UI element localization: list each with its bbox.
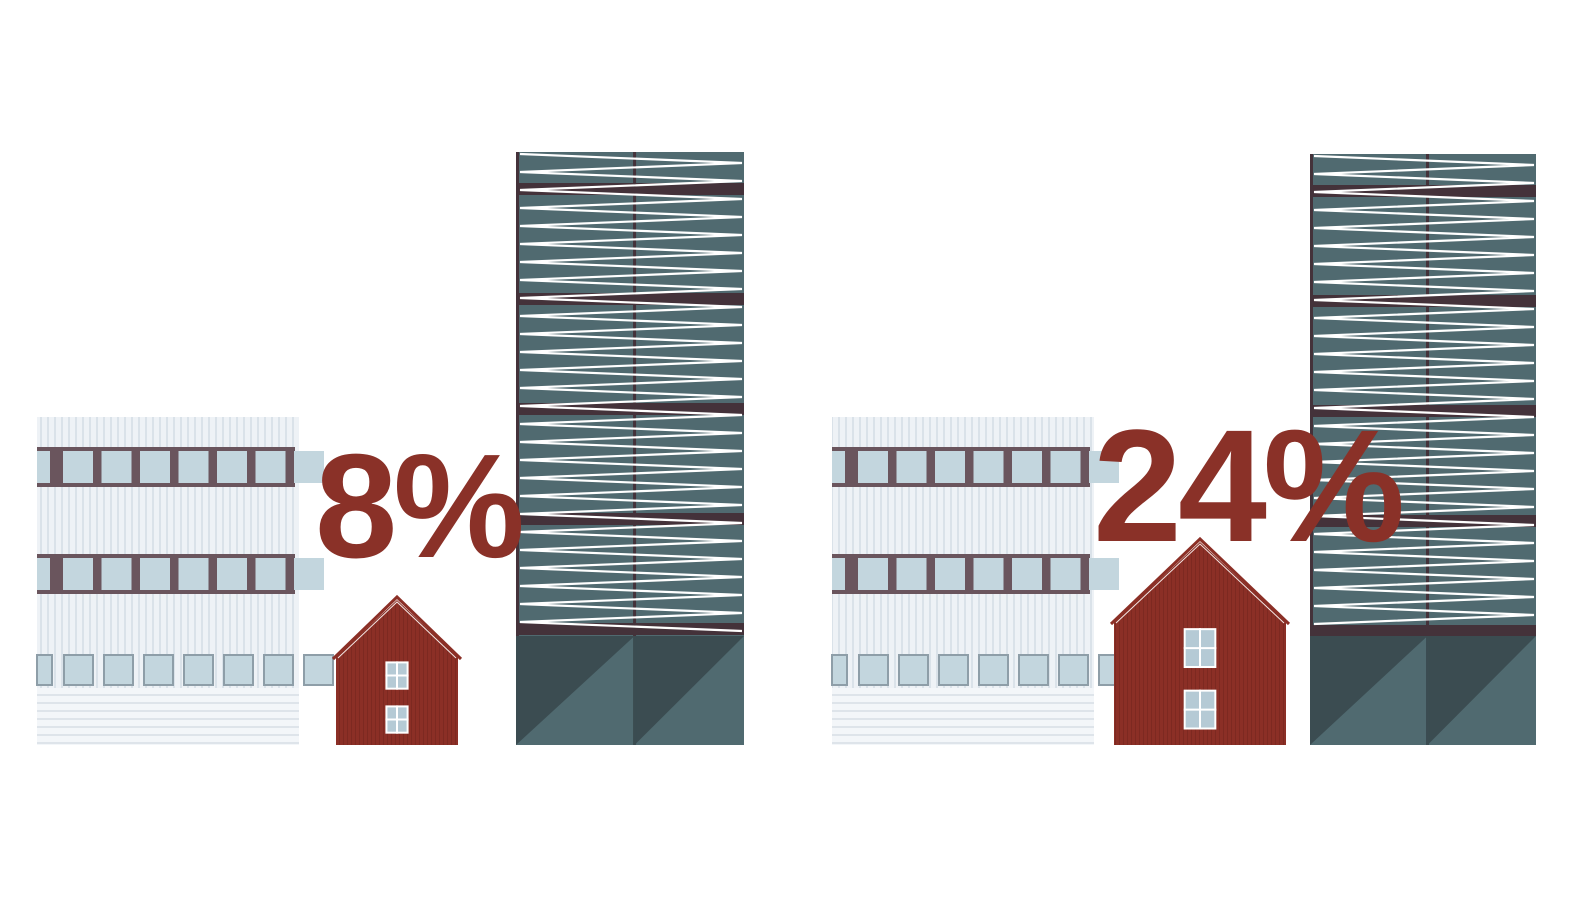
- office-window: [896, 558, 927, 590]
- office-window: [103, 654, 134, 686]
- office-window: [36, 654, 53, 686]
- tower-base-mullion: [1426, 636, 1430, 745]
- tower-floor-band: [1310, 625, 1536, 637]
- office-window: [303, 654, 334, 686]
- house-roof: [331, 594, 463, 661]
- red-house-large: [1109, 536, 1291, 745]
- office-window: [217, 558, 247, 590]
- office-window: [832, 451, 845, 483]
- office-window: [978, 654, 1009, 686]
- tower-base-panel: [1310, 636, 1428, 745]
- office-window: [294, 558, 324, 590]
- tower-edge: [516, 152, 519, 745]
- house-roof: [1109, 536, 1291, 626]
- office-base-siding: [832, 688, 1094, 745]
- office-window: [183, 654, 214, 686]
- tower-base-panel: [516, 636, 635, 745]
- office-window: [37, 451, 50, 483]
- office-window: [1089, 451, 1119, 483]
- office-window: [140, 451, 170, 483]
- office-window: [898, 654, 929, 686]
- tower-bracing: [519, 152, 743, 633]
- office-window: [37, 558, 50, 590]
- office-window: [63, 654, 94, 686]
- office-window: [973, 451, 1004, 483]
- office-window: [63, 558, 93, 590]
- office-building-left: [36, 417, 334, 745]
- office-window: [935, 451, 965, 483]
- office-window: [858, 558, 888, 590]
- tower-base-mullion: [633, 636, 637, 745]
- glass-tower-right: [1310, 154, 1536, 745]
- office-window: [1058, 654, 1089, 686]
- office-window: [858, 654, 889, 686]
- red-house-small: [331, 594, 463, 745]
- office-window: [255, 558, 286, 590]
- tower-base-panel: [1427, 636, 1536, 745]
- office-window: [223, 654, 254, 686]
- glass-tower-left: [516, 152, 744, 745]
- office-window: [973, 558, 1004, 590]
- tower-mullion: [633, 152, 637, 636]
- office-window: [1012, 451, 1042, 483]
- office-building-right: [831, 417, 1129, 745]
- office-window: [294, 451, 324, 483]
- office-window: [831, 654, 848, 686]
- tower-floor-band: [516, 623, 744, 635]
- office-window: [101, 558, 132, 590]
- office-window: [143, 654, 174, 686]
- office-window: [140, 558, 170, 590]
- office-window: [1050, 558, 1081, 590]
- office-window: [263, 654, 294, 686]
- house-roof-trim: [337, 601, 457, 659]
- office-window: [217, 451, 247, 483]
- percent-label-left: 8%: [315, 424, 525, 589]
- office-window: [896, 451, 927, 483]
- office-window: [63, 451, 93, 483]
- office-window: [178, 558, 209, 590]
- tower-edge: [1310, 154, 1313, 745]
- tower-bracing: [1313, 154, 1535, 626]
- office-window: [255, 451, 286, 483]
- office-window: [832, 558, 845, 590]
- office-window: [1018, 654, 1049, 686]
- office-window: [938, 654, 969, 686]
- office-window: [1012, 558, 1042, 590]
- office-window: [101, 451, 132, 483]
- office-window: [1050, 451, 1081, 483]
- office-window: [178, 451, 209, 483]
- house-roof-trim: [1115, 543, 1285, 624]
- office-window: [858, 451, 888, 483]
- percent-label-right: 24%: [1093, 396, 1405, 575]
- office-base-siding: [37, 688, 299, 745]
- office-window: [935, 558, 965, 590]
- office-window: [1089, 558, 1119, 590]
- tower-base-panel: [634, 636, 744, 745]
